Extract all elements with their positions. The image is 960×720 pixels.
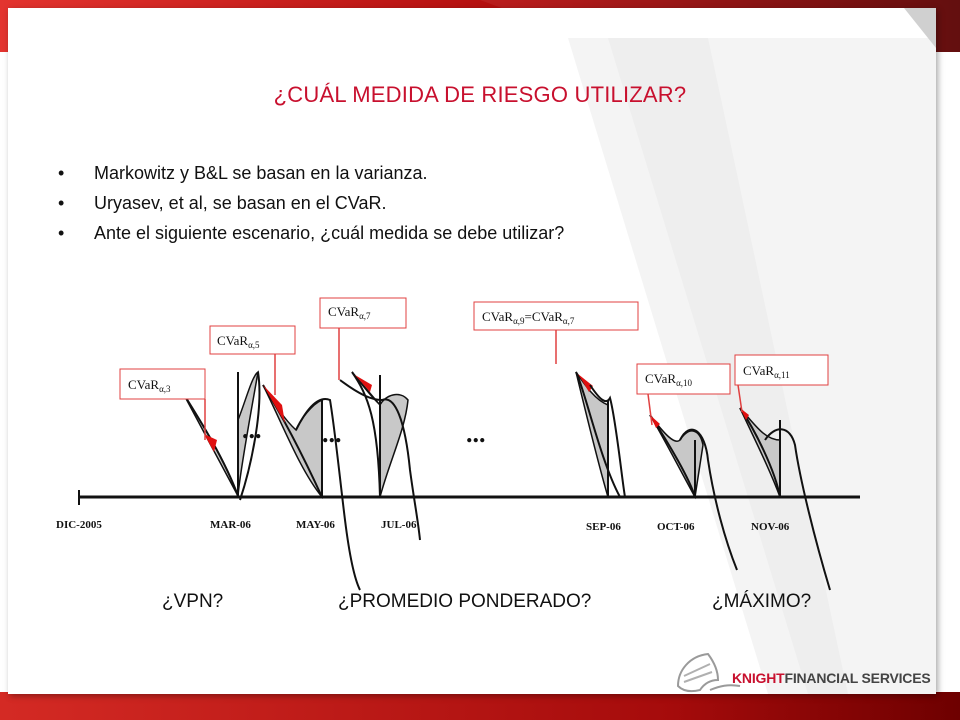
logo-brand-rest: FINANCIAL SERVICES [784, 670, 931, 686]
question-weighted-average: ¿PROMEDIO PONDERADO? [338, 591, 592, 612]
svg-text:CVaRα,5: CVaRα,5 [217, 333, 260, 350]
svg-text:CVaRα,7: CVaRα,7 [328, 304, 371, 321]
bullet-text: Markowitz y B&L se basan en la varianza. [94, 163, 428, 183]
question-vpn: ¿VPN? [162, 591, 224, 612]
cvar-equals-text: =CVaR [525, 309, 564, 324]
cvar-label-3: CVaRα,3 [119, 368, 206, 440]
ellipsis: ... [242, 415, 262, 444]
bullet-dot: • [58, 163, 65, 183]
timeline-label: OCT-06 [657, 521, 695, 533]
return-distribution-curve [262, 384, 361, 591]
ellipsis: ... [466, 419, 486, 448]
return-distribution-curve [339, 371, 421, 541]
cvar-label-7: CVaRα,7 [319, 297, 407, 380]
slide-paper [8, 8, 936, 694]
svg-text:CVaRα,10: CVaRα,10 [645, 371, 693, 388]
logo-brand-knight: KNIGHT [732, 670, 785, 686]
cvar-subscript: α,3 [159, 384, 171, 394]
timeline-label: NOV-06 [751, 521, 790, 533]
question-maximum: ¿MÁXIMO? [712, 591, 812, 612]
svg-text:CVaRα,3: CVaRα,3 [128, 377, 171, 394]
timeline-label: JUL-06 [381, 519, 417, 531]
svg-text:CVaRα,11: CVaRα,11 [743, 363, 790, 380]
cvar-text: CVaR [217, 333, 248, 348]
bullet-item: • Markowitz y B&L se basan en la varianza… [58, 158, 564, 188]
company-logo-text: KNIGHTFINANCIAL SERVICES [732, 670, 931, 686]
cvar-text: CVaR [645, 371, 676, 386]
svg-text:CVaRα,9=CVaRα,7: CVaRα,9=CVaRα,7 [482, 309, 575, 326]
return-distribution-curve [575, 371, 626, 498]
cvar-label-9-equals-7: CVaRα,9=CVaRα,7 [473, 301, 639, 364]
bullet-dot: • [58, 223, 65, 243]
cvar-text: CVaR [743, 363, 774, 378]
bullet-list: • Markowitz y B&L se basan en la varianza… [58, 158, 564, 248]
cvar-label-10: CVaRα,10 [636, 363, 731, 426]
cvar-subscript: α,10 [676, 378, 692, 388]
timeline-label: SEP-06 [586, 521, 621, 533]
cvar-text: CVaR [482, 309, 513, 324]
ellipsis: ... [322, 419, 342, 448]
timeline-label: MAR-06 [210, 519, 251, 531]
timeline-label: MAY-06 [296, 519, 335, 531]
cvar-subscript: α,9 [513, 316, 525, 326]
return-distribution-curve [182, 370, 261, 501]
return-distribution-curve [739, 407, 831, 591]
knight-logo-icon [676, 652, 741, 693]
cvar-text: CVaR [328, 304, 359, 319]
cvar-subscript: α,7 [359, 311, 371, 321]
bottom-decorative-band [0, 692, 960, 720]
cvar-subscript: α,5 [248, 340, 260, 350]
bullet-item: • Ante el siguiente escenario, ¿cuál medi… [58, 218, 564, 248]
timeline-label: DIC-2005 [56, 519, 102, 531]
return-distribution-curve [649, 414, 738, 571]
cvar-label-5: CVaRα,5 [209, 325, 296, 395]
cvar-label-11: CVaRα,11 [734, 354, 829, 413]
cvar-subscript: α,7 [563, 316, 575, 326]
page-title: ¿CUÁL MEDIDA DE RIESGO UTILIZAR? [273, 82, 687, 107]
cvar-subscript: α,11 [774, 370, 790, 380]
bullet-text: Ante el siguiente escenario, ¿cuál medid… [94, 223, 565, 243]
bullet-dot: • [58, 193, 65, 213]
cvar-text: CVaR [128, 377, 159, 392]
bullet-text: Uryasev, et al, se basan en el CVaR. [94, 193, 387, 213]
bullet-item: • Uryasev, et al, se basan en el CVaR. [58, 188, 564, 218]
